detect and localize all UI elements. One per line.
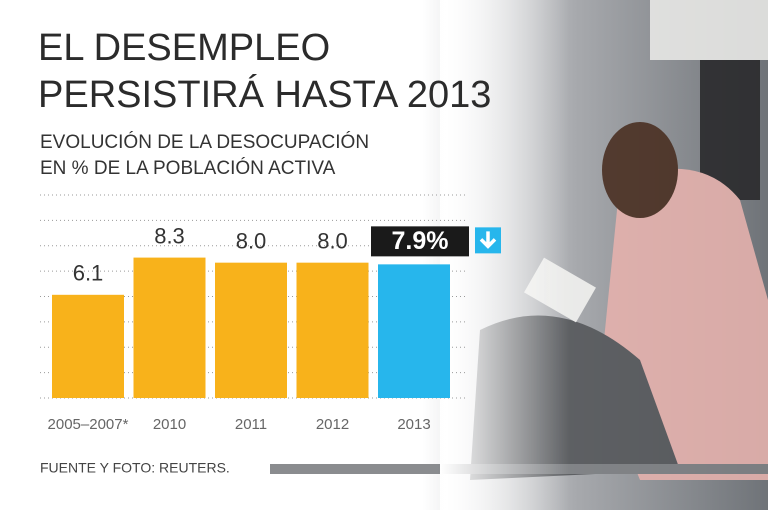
source: FUENTE Y FOTO: REUTERS. [40,460,230,476]
value-label: 6.1 [73,261,104,286]
value-label-box [371,226,469,257]
bar [133,257,206,398]
subtitle-line: EN % DE LA POBLACIÓN ACTIVA [40,157,336,179]
title-line: PERSISTIRÁ HASTA 2013 [38,73,491,116]
x-tick-label: 2005–2007* [48,416,129,433]
value-label: 8.0 [317,228,348,253]
bar [296,262,369,398]
title-line: EL DESEMPLEO [38,27,330,69]
subtitle-line: EVOLUCIÓN DE LA DESOCUPACIÓN [40,131,369,153]
arrow-icon [479,231,497,249]
bar [52,294,124,398]
x-tick-label: 2010 [153,416,186,433]
bar [378,264,450,398]
value-label: 7.9% [392,227,449,255]
x-tick-label: 2012 [316,416,349,433]
value-label: 8.3 [154,223,185,248]
x-tick-label: 2013 [397,416,430,433]
x-tick-label: 2011 [235,416,267,433]
value-label: 8.0 [236,228,267,253]
bar [215,262,287,398]
